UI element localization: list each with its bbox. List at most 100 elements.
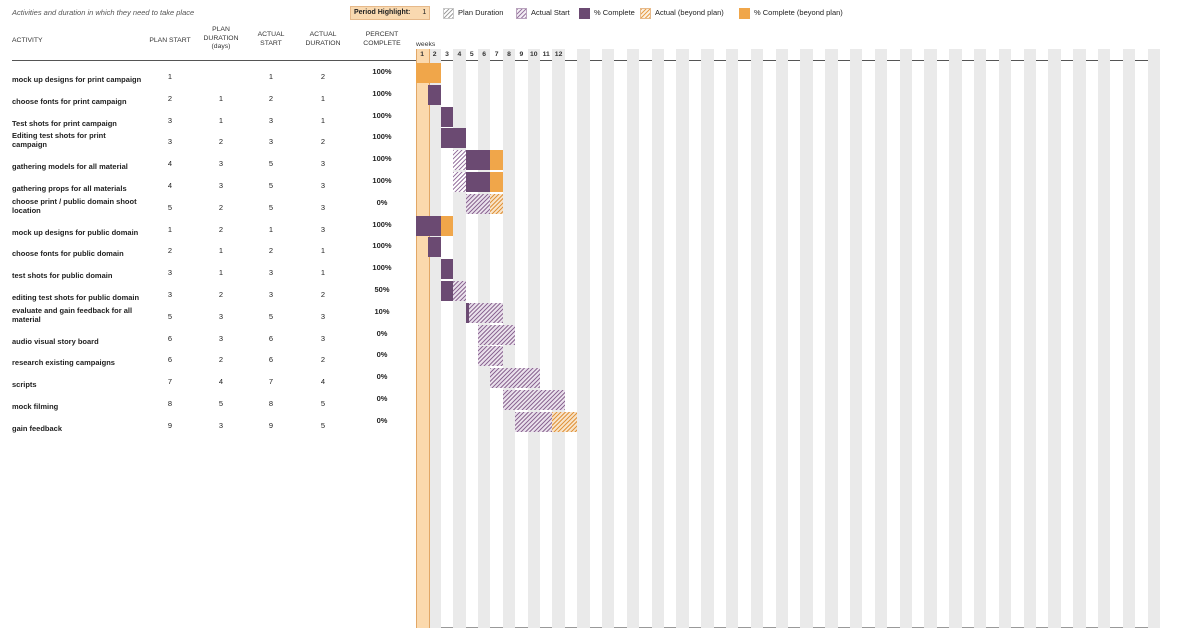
col-header-activity: ACTIVITY — [12, 37, 43, 44]
activity-name-text: choose fonts for print campaign — [12, 96, 127, 106]
actual-duration-cell: 1 — [320, 246, 326, 256]
week-column-stripe — [825, 49, 838, 628]
period-highlight-value[interactable]: 1 — [422, 9, 427, 16]
plan-start-cell: 4 — [167, 181, 173, 190]
week-column-stripe — [701, 49, 714, 628]
activity-name: choose print / public domain shoot locat… — [12, 195, 142, 215]
plan-duration-cell: 3 — [218, 159, 224, 169]
plan-duration-cell: 2 — [218, 224, 224, 234]
percent-complete-beyond-swatch — [739, 7, 750, 19]
week-number: 12 — [554, 51, 563, 58]
week-column-stripe — [1098, 49, 1111, 628]
plan-duration-cell: 2 — [218, 355, 224, 365]
percent-complete-beyond-bar — [490, 172, 503, 192]
week-number: 2 — [432, 51, 437, 58]
activity-name-text: choose fonts for public domain — [12, 249, 124, 259]
percent-complete-beyond-bar — [440, 215, 454, 236]
week-column-stripe — [428, 49, 441, 628]
actual-bar — [515, 411, 553, 432]
plan-duration-cell: 1 — [218, 93, 224, 103]
actual-duration-cell: 4 — [320, 377, 326, 387]
activity-name: test shots for public domain — [12, 260, 142, 280]
week-column-stripe — [453, 49, 466, 628]
week-number: 4 — [457, 51, 462, 58]
actual-start-cell: 3 — [268, 115, 274, 125]
actual-start-cell: 5 — [268, 181, 274, 190]
actual-duration-cell: 5 — [320, 420, 326, 430]
percent-complete-beyond-bar — [490, 150, 503, 171]
actual-start-cell: 3 — [268, 137, 274, 147]
week-column-stripe — [750, 49, 764, 628]
activity-name-text: Test shots for print campaign — [12, 118, 117, 128]
percent-complete-cell: 100% — [372, 176, 392, 185]
percent-complete-cell: 100% — [372, 67, 392, 76]
percent-complete-bar — [465, 172, 491, 192]
period-highlight-control[interactable]: Period Highlight: 1 — [350, 6, 430, 20]
percent-complete-cell: 100% — [372, 110, 392, 120]
percent-complete-bar — [440, 106, 454, 127]
actual-start-cell: 7 — [268, 377, 274, 387]
percent-complete-swatch — [579, 7, 590, 19]
actual-duration-cell: 3 — [320, 311, 326, 321]
week-column-stripe — [1147, 49, 1160, 628]
legend-percent-complete: % Complete — [579, 6, 635, 20]
plan-start-cell: 7 — [167, 377, 173, 387]
plan-duration-cell: 1 — [218, 268, 224, 278]
actual-start-cell: 9 — [268, 420, 274, 430]
week-column-stripe — [552, 49, 565, 628]
activity-name: Editing test shots for print campaign — [12, 129, 142, 149]
plan-duration-cell: 3 — [218, 420, 224, 430]
percent-complete-cell: 100% — [372, 241, 392, 251]
actual-bar — [465, 302, 503, 323]
plan-duration-cell: 5 — [218, 399, 224, 408]
activity-name-text: gain feedback — [12, 423, 63, 433]
chart-bottom-rule — [416, 627, 1160, 628]
legend-plan-duration: Plan Duration — [443, 6, 503, 20]
plan-start-cell: 1 — [167, 72, 173, 81]
activity-name-text: audio visual story board — [12, 336, 99, 346]
activity-name-text: gathering props for all materials — [12, 184, 127, 193]
actual-duration-cell: 3 — [320, 159, 326, 169]
actual-bar — [502, 390, 565, 410]
percent-complete-cell: 50% — [374, 285, 390, 294]
percent-complete-cell: 100% — [372, 263, 392, 273]
week-column-stripe — [974, 49, 987, 628]
week-column-stripe — [527, 49, 540, 628]
week-number: 7 — [494, 51, 499, 58]
col-header-plan-duration: PLAN DURATION (days) — [203, 26, 239, 50]
actual-beyond-swatch — [640, 7, 651, 19]
plan-duration-cell: 3 — [218, 333, 224, 343]
week-column-stripe — [577, 49, 590, 628]
week-column-stripe — [1073, 49, 1086, 628]
activity-name: choose fonts for print campaign — [12, 86, 142, 106]
activity-name: gain feedback — [12, 413, 142, 433]
plan-start-cell: 8 — [167, 399, 173, 408]
week-column-stripe — [626, 49, 640, 628]
percent-complete-cell: 0% — [376, 415, 388, 425]
plan-duration-cell: 1 — [218, 246, 224, 256]
actual-duration-cell: 1 — [320, 93, 326, 103]
week-column-stripe — [899, 49, 912, 628]
percent-complete-cell: 100% — [372, 88, 392, 98]
activity-name-text: test shots for public domain — [12, 271, 113, 281]
legend-label: Plan Duration — [458, 8, 504, 17]
week-column-stripe — [775, 49, 788, 628]
percent-complete-cell: 100% — [372, 132, 392, 142]
week-number: 10 — [530, 51, 538, 58]
plan-duration-cell: 2 — [218, 202, 224, 212]
week-column-stripe — [1048, 49, 1061, 628]
week-number: 5 — [469, 51, 474, 58]
activity-name-text: gathering models for all material — [12, 162, 128, 172]
week-column-stripe — [1023, 49, 1036, 628]
actual-start-cell: 6 — [268, 355, 274, 365]
actual-start-cell: 5 — [268, 159, 274, 169]
actual-bar — [465, 193, 491, 214]
plan-duration-cell: 1 — [218, 115, 224, 125]
percent-complete-cell: 10% — [374, 306, 390, 316]
week-number: 6 — [482, 51, 487, 58]
plan-duration-cell: 2 — [218, 137, 224, 147]
plan-duration-cell: 3 — [218, 181, 224, 190]
actual-bar — [478, 346, 503, 367]
actual-start-cell: 3 — [268, 268, 274, 278]
percent-complete-cell: 0% — [376, 394, 388, 403]
